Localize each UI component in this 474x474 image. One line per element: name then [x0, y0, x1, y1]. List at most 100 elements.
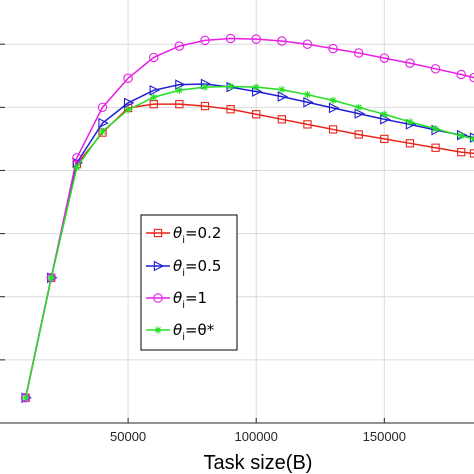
legend-theta-symbol: θ	[173, 257, 182, 275]
data-point-marker	[47, 274, 55, 282]
data-point-marker	[380, 114, 391, 125]
data-point-marker	[123, 97, 135, 109]
data-point-marker	[328, 125, 338, 134]
asterisk-stroke	[48, 274, 55, 281]
asterisk-stroke	[458, 132, 465, 139]
data-point-marker	[355, 103, 363, 111]
data-point-marker	[22, 394, 30, 402]
asterisk-stroke	[155, 327, 161, 333]
data-point-marker	[406, 118, 414, 126]
asterisk-stroke	[381, 111, 388, 118]
legend-value: =0.2	[185, 224, 221, 242]
data-point-marker	[380, 134, 389, 144]
legend-value: =θ*	[185, 321, 215, 339]
data-point-marker	[329, 96, 337, 104]
data-point-marker	[457, 132, 465, 140]
data-point-marker	[226, 105, 235, 114]
legend-item-2: θi=0.5	[146, 257, 221, 279]
legend-value: =0.5	[185, 257, 221, 275]
x-tick-label: 100000	[235, 429, 278, 444]
legend-item-1: θi=0.2	[146, 224, 221, 246]
data-point-marker	[405, 58, 415, 68]
x-tick-label: 50000	[110, 429, 146, 444]
legend-theta-symbol: θ	[173, 224, 182, 242]
legend: θi=0.2θi=0.5θi=1θi=θ*	[140, 214, 238, 351]
legend-value: =1	[185, 289, 207, 307]
data-point-marker	[328, 102, 340, 114]
asterisk-stroke	[355, 104, 362, 111]
asterisk-stroke	[202, 84, 208, 91]
asterisk-stroke	[176, 87, 183, 94]
data-point-marker	[302, 39, 313, 49]
legend-label: θi=0.2	[173, 224, 221, 246]
asterisk-stroke	[471, 135, 474, 140]
legend-label: θi=1	[173, 289, 207, 311]
x-tick-labels: 50000 100000 150000	[110, 429, 406, 444]
data-point-marker	[20, 392, 31, 403]
legend-theta-symbol: θ	[173, 289, 182, 307]
data-point-marker	[148, 52, 159, 63]
legend-theta-symbol: θ	[173, 321, 182, 339]
data-point-marker	[252, 110, 261, 119]
asterisk-stroke	[150, 94, 157, 101]
data-point-marker	[97, 102, 108, 113]
data-point-marker	[98, 127, 107, 135]
data-point-marker	[73, 163, 81, 171]
data-point-marker	[303, 96, 314, 108]
data-point-marker	[174, 41, 185, 51]
data-point-marker	[354, 108, 366, 119]
data-point-marker	[380, 110, 388, 118]
legend-label: θi=θ*	[173, 321, 215, 343]
data-point-marker	[328, 43, 338, 54]
legend-subscript: i	[182, 235, 185, 246]
data-point-marker	[72, 153, 82, 163]
data-point-marker	[353, 48, 364, 58]
series-layer	[20, 33, 474, 404]
data-point-marker	[354, 130, 363, 139]
asterisk-stroke	[304, 91, 311, 98]
legend-item-4: θi=θ*	[146, 321, 215, 343]
asterisk-stroke	[227, 83, 234, 90]
data-point-marker	[98, 117, 109, 129]
data-point-marker	[303, 120, 312, 129]
data-point-marker	[46, 273, 56, 283]
data-point-marker	[153, 293, 163, 303]
asterisk-stroke	[278, 86, 285, 93]
asterisk-stroke	[471, 138, 474, 142]
series-3	[20, 33, 474, 403]
data-point-marker	[470, 135, 474, 143]
asterisk-stroke	[407, 118, 413, 125]
data-point-marker	[200, 101, 210, 111]
data-point-marker	[175, 79, 186, 90]
data-point-marker	[175, 86, 183, 94]
asterisk-stroke	[99, 128, 106, 135]
data-point-marker	[252, 83, 260, 91]
data-point-marker	[153, 260, 165, 272]
asterisk-stroke	[330, 97, 336, 104]
data-point-marker	[278, 86, 286, 94]
asterisk-stroke	[22, 394, 29, 401]
data-point-marker	[431, 143, 440, 152]
asterisk-stroke	[253, 84, 260, 91]
data-point-marker	[175, 100, 184, 109]
legend-subscript: i	[182, 268, 185, 279]
x-tick-label: 150000	[363, 429, 406, 444]
data-point-marker	[226, 82, 235, 91]
data-point-marker	[457, 148, 466, 157]
data-point-marker	[277, 36, 287, 46]
data-point-marker	[379, 53, 390, 63]
data-point-marker	[123, 73, 133, 84]
axes	[0, 43, 474, 424]
data-point-marker	[251, 34, 261, 44]
legend-items: θi=0.2θi=0.5θi=1θi=θ*	[146, 224, 221, 343]
data-point-marker	[430, 64, 441, 74]
data-point-marker	[200, 35, 210, 46]
asterisk-stroke	[432, 125, 439, 132]
data-point-marker	[456, 69, 466, 80]
data-point-marker	[201, 83, 209, 91]
data-point-marker	[225, 33, 236, 44]
legend-item-3: θi=1	[146, 289, 207, 311]
data-point-marker	[149, 84, 161, 96]
series-line	[24, 37, 474, 398]
